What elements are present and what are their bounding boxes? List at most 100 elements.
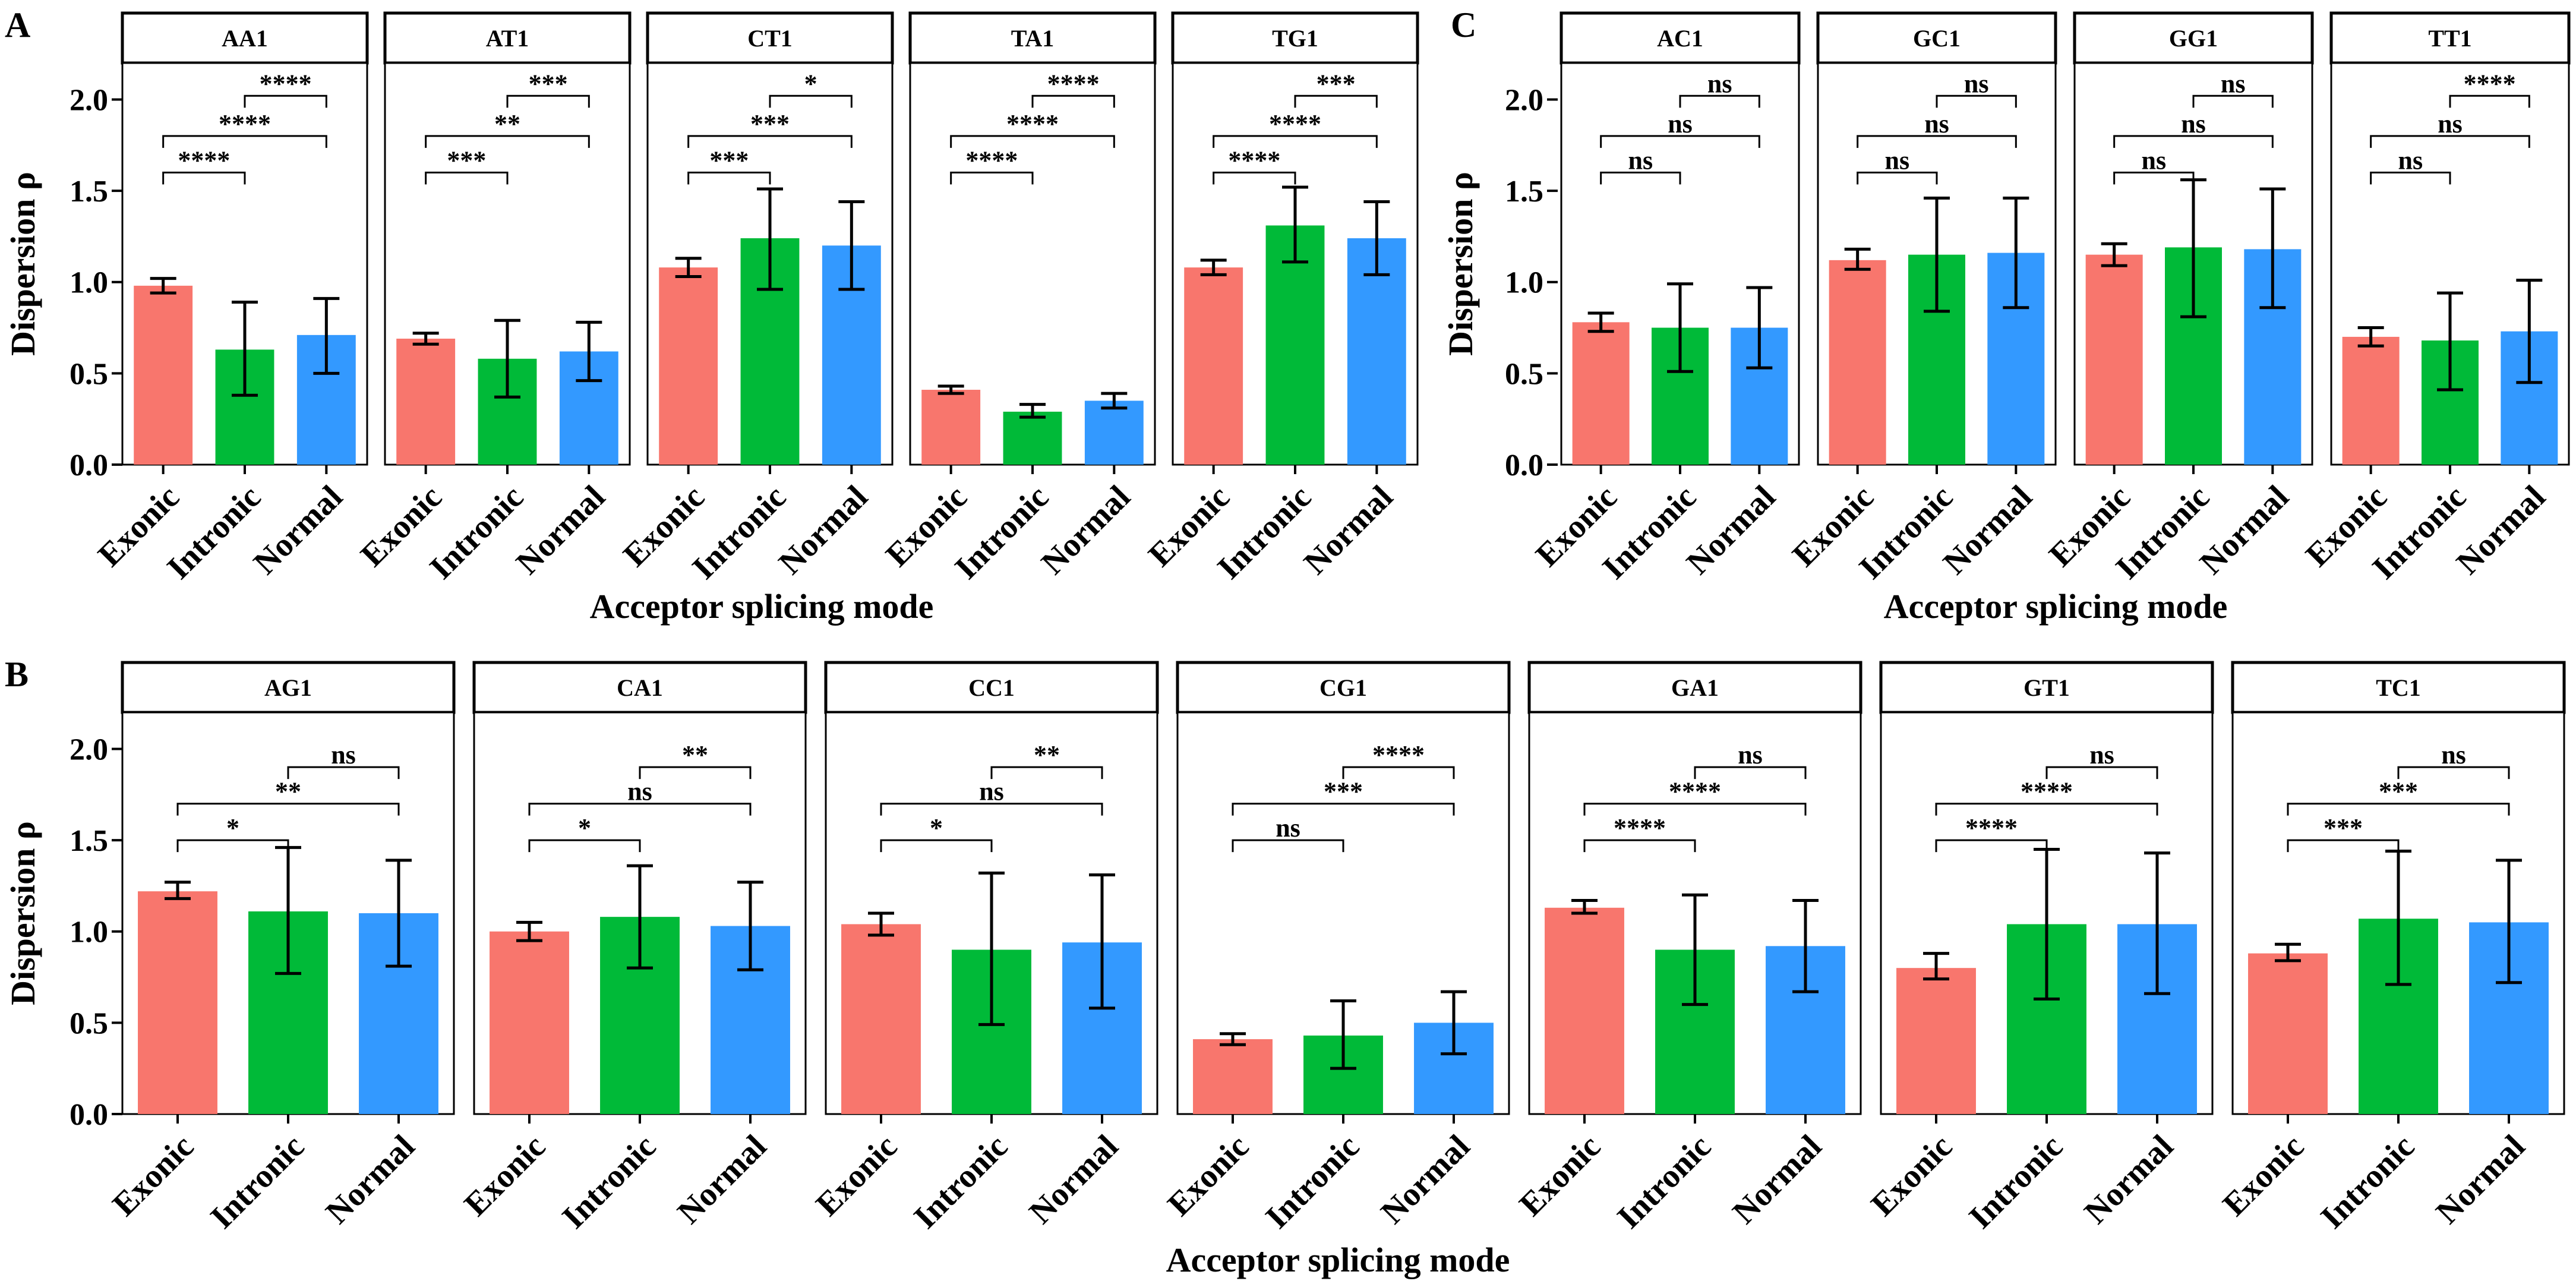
bar-exonic (1193, 1039, 1273, 1114)
sig-bracket (162, 135, 327, 148)
y-tick-label: 2.0 (70, 83, 108, 117)
sig-label: ns (979, 777, 1004, 806)
sig-bracket (1232, 803, 1455, 816)
x-tick-label: Exonic (1161, 1128, 1256, 1223)
x-tick-label: Normal (2449, 478, 2553, 582)
bar-exonic (134, 285, 193, 465)
bar-exonic (2248, 953, 2328, 1114)
y-tick-label: 0.5 (70, 357, 108, 391)
sig-bracket (1857, 171, 1938, 185)
facet-CC1: CC1 Exonic Intronic Normal * ns ** (809, 661, 1159, 1236)
sig-label: *** (447, 146, 486, 175)
x-tick-label: Intronic (555, 1128, 663, 1236)
facet-strip-label: AC1 (1657, 25, 1703, 52)
x-tick-label: Exonic (457, 1128, 553, 1223)
sig-bracket (880, 839, 993, 853)
sig-bracket (425, 135, 590, 148)
x-tick-label: Normal (1022, 1128, 1126, 1231)
x-tick-label: Intronic (907, 1128, 1015, 1236)
facet-strip-label: TG1 (1272, 25, 1318, 52)
y-tick-label: 1.5 (70, 175, 108, 209)
sig-bracket (1294, 94, 1378, 108)
sig-bracket (506, 94, 590, 108)
x-tick-label: Normal (772, 478, 875, 582)
facet-strip-label: CC1 (968, 674, 1015, 701)
sig-label: *** (750, 109, 790, 138)
sig-label: ns (1707, 69, 1732, 98)
sig-bracket (287, 766, 400, 780)
sig-label: *** (1324, 777, 1363, 806)
sig-label: ** (1034, 740, 1060, 769)
sig-label: ns (2441, 740, 2466, 769)
sig-label: ** (682, 740, 708, 769)
x-tick-label: Intronic (1258, 1128, 1366, 1236)
facet-strip-label: TT1 (2428, 25, 2471, 52)
y-tick-label: 0.5 (1505, 357, 1543, 391)
bar-exonic (841, 924, 921, 1114)
sig-bracket (162, 171, 246, 185)
facet-strip-label: GC1 (1913, 25, 1961, 52)
sig-label: **** (1269, 109, 1321, 138)
sig-label: ns (2398, 146, 2423, 175)
facet-CA1: CA1 Exonic Intronic Normal * ns ** (457, 661, 807, 1236)
sig-bracket (1857, 135, 2017, 148)
sig-bracket (1583, 803, 1807, 816)
facet-GA1: GA1 Exonic Intronic Normal ******** ns (1513, 661, 1862, 1236)
sig-bracket (1342, 766, 1455, 780)
sig-label: * (226, 813, 239, 843)
sig-bracket (1213, 171, 1296, 185)
facet-strip-label: CA1 (617, 674, 663, 701)
facet-strip-label: AG1 (264, 674, 312, 701)
facet-strip-label: CT1 (747, 25, 793, 52)
y-tick-label: 1.0 (70, 916, 108, 949)
sig-bracket (1679, 94, 1760, 108)
facet-strip-label: CG1 (1319, 674, 1367, 701)
facet-strip (1816, 11, 2057, 65)
sig-bracket (1694, 766, 1807, 780)
sig-label: ** (275, 777, 301, 806)
x-tick-label: Intronic (1962, 1128, 2070, 1236)
sig-label: ns (1276, 813, 1300, 843)
sig-label: ns (1964, 69, 1989, 98)
x-tick-label: Exonic (1864, 1128, 1959, 1223)
sig-label: ns (627, 777, 652, 806)
bar-exonic (2085, 254, 2143, 465)
x-tick-label: Normal (1297, 478, 1400, 582)
bar-exonic (490, 931, 569, 1114)
x-tick-label: Normal (2078, 1128, 2181, 1231)
sig-label: ns (2142, 146, 2167, 175)
facet-TC1: TC1 Exonic Intronic Normal *** *** ns (2216, 661, 2566, 1236)
bar-exonic (138, 891, 217, 1114)
sig-bracket (2045, 766, 2158, 780)
bar-exonic (1545, 907, 1624, 1114)
sig-label: * (930, 813, 943, 843)
facet-strip-label: TA1 (1011, 25, 1055, 52)
sig-bracket (528, 803, 752, 816)
x-tick-label: Normal (1034, 478, 1138, 582)
x-tick-label: Normal (671, 1128, 774, 1231)
sig-bracket (176, 803, 400, 816)
sig-label: **** (1965, 813, 2018, 843)
sig-label: ns (1738, 740, 1763, 769)
sig-bracket (244, 94, 327, 108)
facet-strip (121, 661, 456, 714)
facet-strip-label: GT1 (2023, 674, 2070, 701)
sig-label: ns (2089, 740, 2114, 769)
bar-exonic (1829, 260, 1886, 465)
sig-label: * (578, 813, 591, 843)
x-tick-label: Exonic (809, 1128, 904, 1223)
x-axis-title: Acceptor splicing mode (590, 587, 934, 626)
facet-strip (646, 11, 894, 65)
y-tick-label: 1.0 (1505, 266, 1543, 300)
x-tick-label: Normal (1726, 1128, 1829, 1231)
sig-label: **** (1669, 777, 1721, 806)
sig-bracket (1935, 803, 2158, 816)
sig-bracket (1583, 839, 1696, 853)
sig-bracket (1600, 135, 1760, 148)
x-tick-label: Normal (319, 1128, 422, 1231)
bar-intronic (1003, 411, 1062, 465)
